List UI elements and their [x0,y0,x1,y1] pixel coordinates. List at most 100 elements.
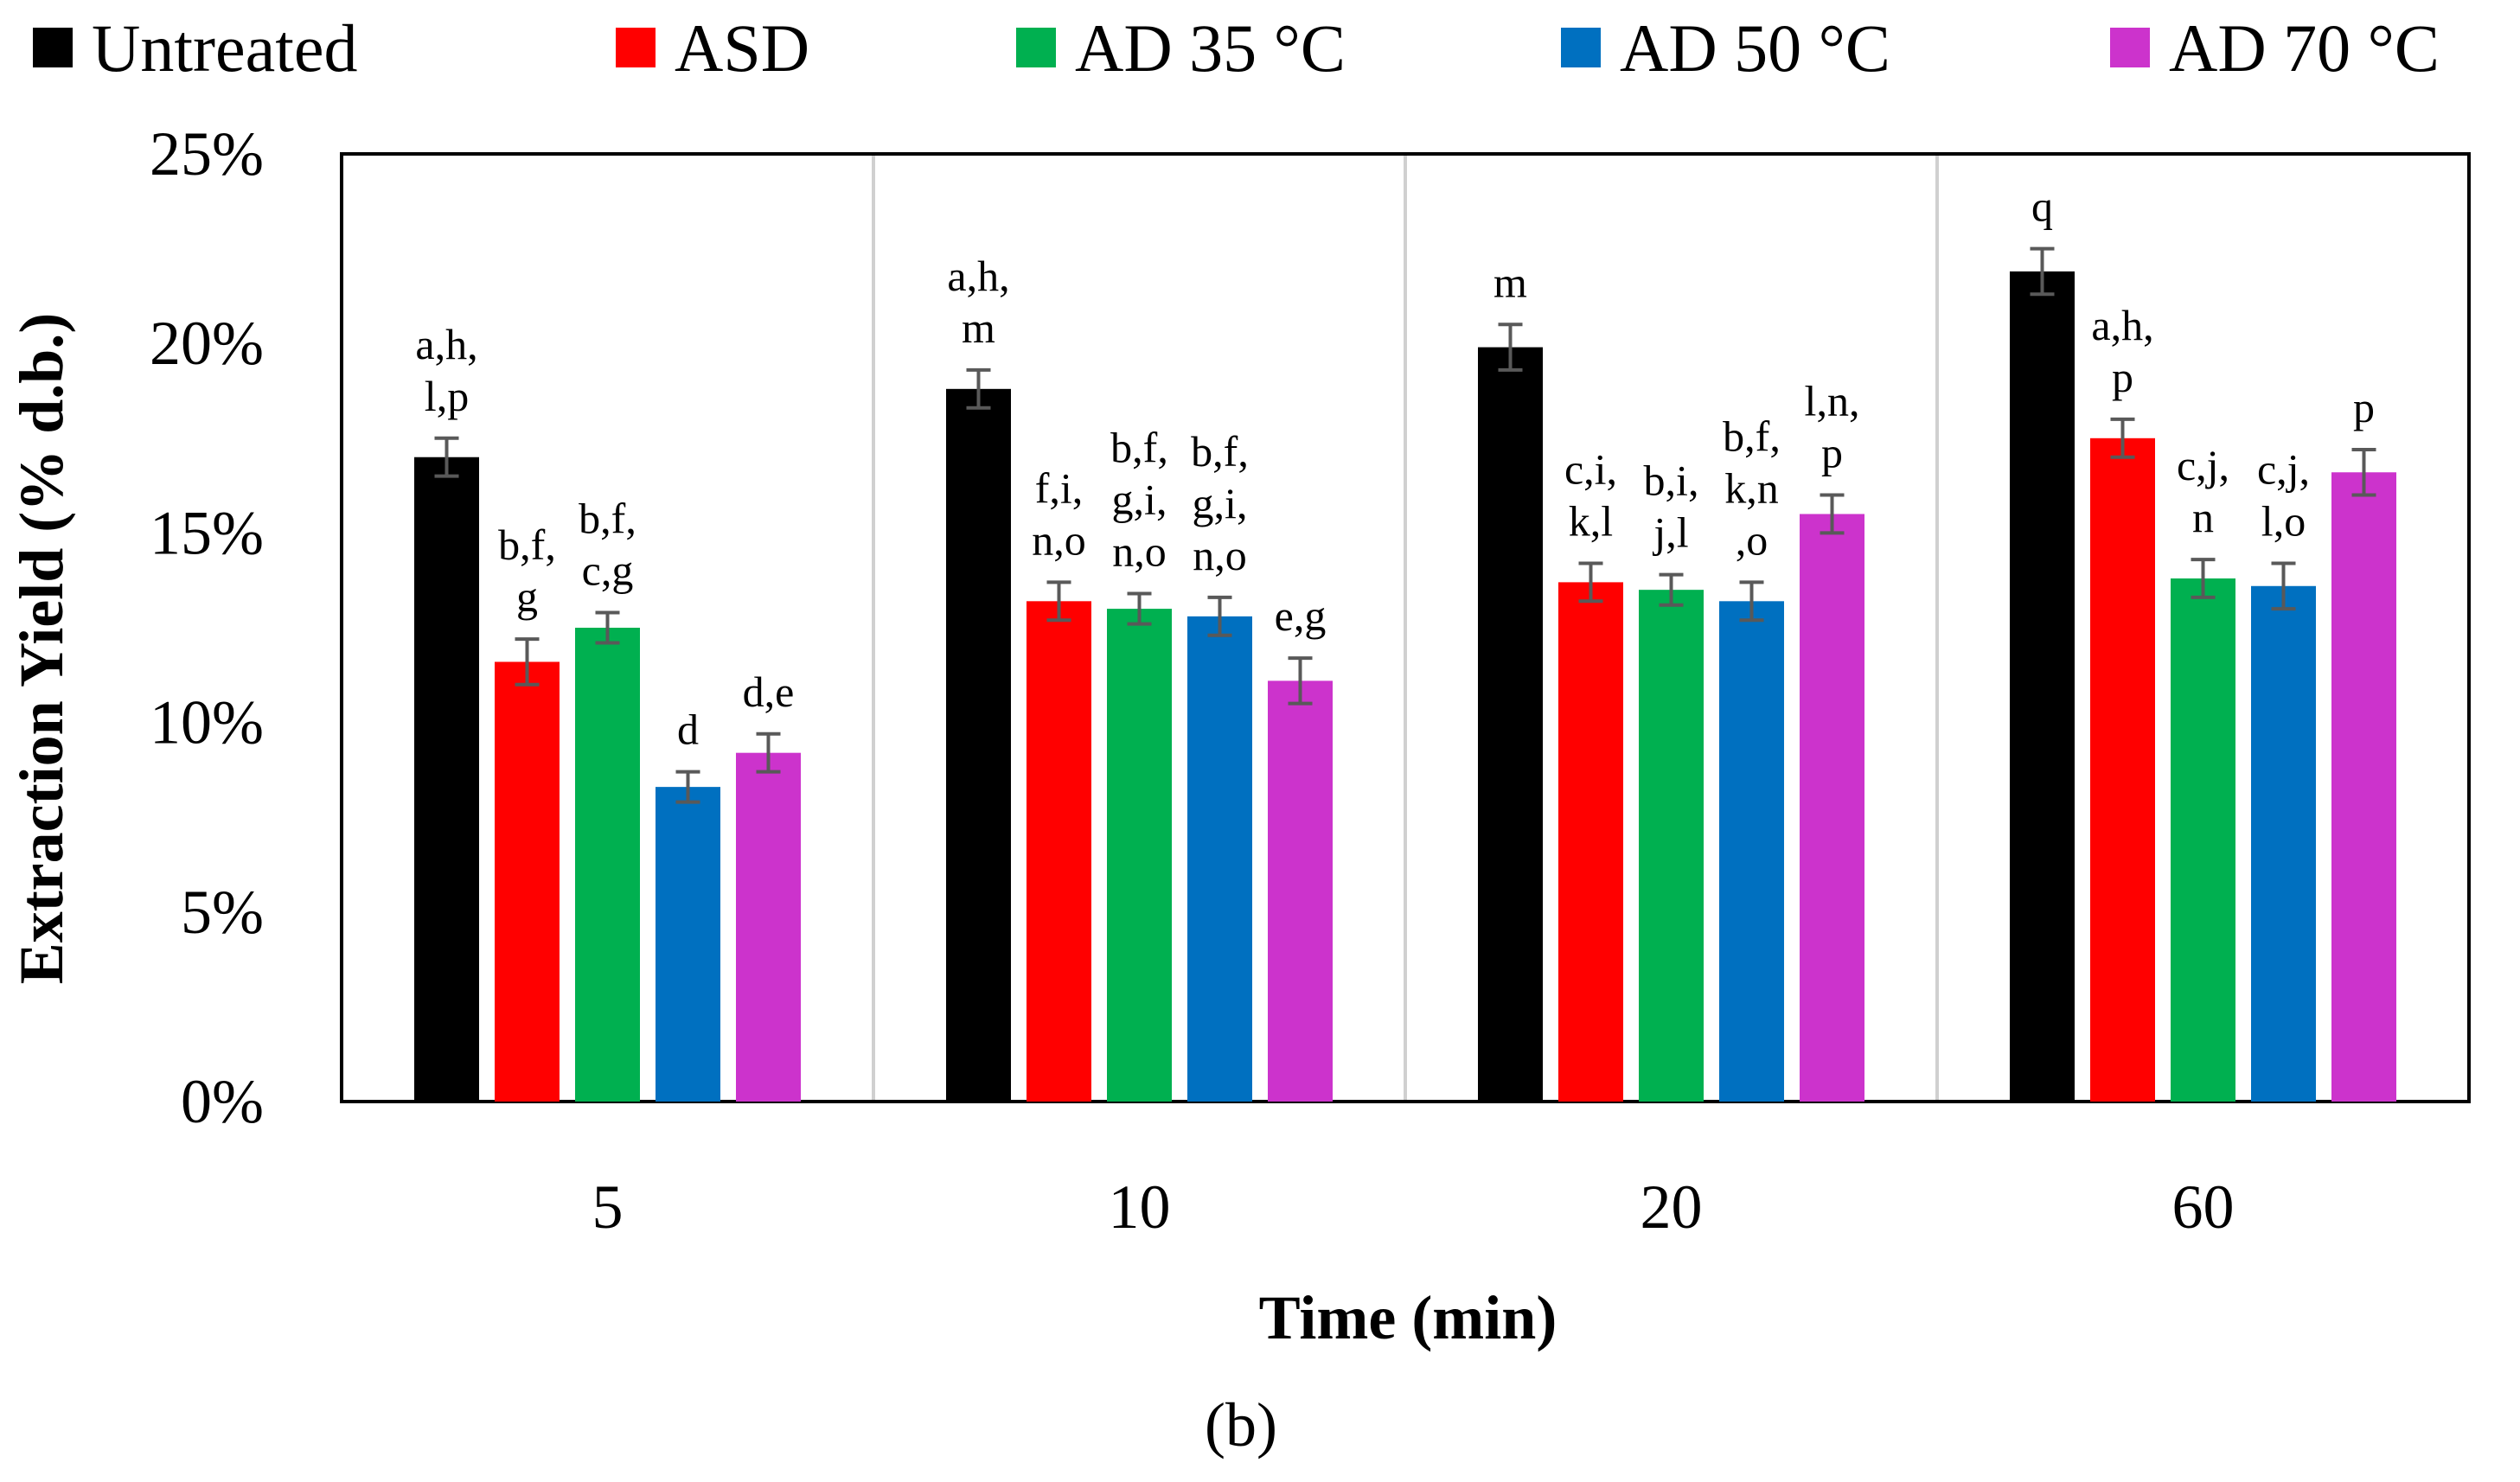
significance-label: p [1821,429,1843,477]
bar [736,752,801,1102]
significance-label: g [516,572,538,621]
error-bar [966,367,991,410]
error-bar [1739,580,1764,623]
significance-label: f,i, [1035,463,1084,512]
significance-label: e,g [1275,591,1327,640]
y-tick-label: 10% [150,688,264,757]
bar [1187,616,1252,1102]
error-bar [515,637,540,687]
significance-label: p [2353,383,2375,431]
x-tick-label: 20 [1641,1172,1703,1242]
bar [575,628,640,1102]
significance-label: a,h, [947,252,1009,300]
significance-label: j,l [1652,508,1688,557]
legend-item: ASD [616,10,809,86]
y-tick-label: 15% [150,498,264,567]
y-axis: 0% 5% 10% 15% 20% 25% [150,119,264,1136]
significance-label: n [2192,493,2214,541]
error-bar [1820,493,1845,535]
error-bar [2191,558,2216,599]
x-tick-label: 60 [2172,1172,2235,1242]
significance-label: l,n, [1805,377,1860,425]
bar [1558,582,1623,1102]
significance-label: b,f, [1191,427,1249,476]
legend-item: Untreated [33,10,358,86]
significance-label: d [677,706,699,754]
error-bar [1659,572,1684,607]
error-bar [1578,561,1603,604]
error-bar [1046,580,1071,623]
error-bar [595,610,620,645]
significance-label: a,h, [415,320,477,368]
significance-label: c,j, [2177,441,2229,489]
significance-label: m [962,303,995,352]
bar [1107,609,1172,1102]
significance-label: n,o [1112,527,1167,576]
y-tick-label: 25% [150,119,264,188]
significance-label: c,i, [1564,444,1617,493]
significance-label: k,n [1724,463,1779,512]
legend-swatch [2110,28,2150,67]
panel-label: (b) [1205,1390,1277,1460]
y-tick-label: 20% [150,309,264,378]
y-tick-label: 0% [181,1067,264,1136]
legend-label: AD 50 °C [1620,10,1890,86]
significance-label: c,j, [2257,444,2310,493]
bar [1800,514,1864,1102]
legend: Untreated ASD AD 35 °C AD 50 °C AD 70 °C [33,10,2440,86]
bar [2090,438,2155,1102]
error-bar [1498,323,1523,372]
error-bar [1127,591,1152,626]
significance-label: q [2031,182,2053,231]
significance-label: l,p [425,372,469,420]
bar [1027,601,1091,1102]
bar [2010,271,2075,1102]
significance-label: b,f, [1723,412,1781,460]
legend-label: AD 35 °C [1075,10,1346,86]
x-axis: 5 10 20 60 [592,1172,2235,1242]
significance-label: l,o [2261,496,2306,545]
x-tick-label: 10 [1109,1172,1171,1242]
legend-label: ASD [675,10,809,86]
error-bar [1288,656,1313,706]
legend-item: AD 50 °C [1561,10,1890,86]
bar [2251,585,2316,1102]
significance-label: g,i, [1112,476,1167,524]
legend-swatch [1561,28,1601,67]
legend-item: AD 70 °C [2110,10,2440,86]
legend-swatch [616,28,656,67]
bar [1639,590,1704,1102]
legend-label: AD 70 °C [2169,10,2440,86]
bar [1478,347,1543,1102]
bar [2331,472,2396,1102]
error-bar [2271,561,2296,611]
bar [414,457,479,1102]
significance-label: d,e [743,668,795,716]
y-tick-label: 5% [181,878,264,947]
error-bar [675,770,700,804]
significance-label: a,h, [2091,301,2153,349]
x-axis-title: Time (min) [1259,1283,1557,1352]
significance-label: b,f, [1110,424,1168,472]
significance-label: m [1493,258,1527,306]
significance-label: n,o [1032,515,1086,564]
bar [1268,680,1333,1102]
legend-swatch [1016,28,1056,67]
significance-label: ,o [1736,515,1768,564]
significance-label: n,o [1193,531,1247,579]
significance-label: b,f, [579,494,636,542]
significance-label: k,l [1569,496,1613,545]
error-bar [434,436,459,478]
bars: a,h,l,pa,h,mmqb,f,gf,i,n,oc,i,k,la,h,pb,… [414,182,2396,1102]
bar [656,787,720,1102]
error-bar [2110,417,2135,459]
bar [946,388,1011,1102]
significance-label: c,g [582,546,634,594]
significance-label: b,i, [1644,457,1699,505]
legend-item: AD 35 °C [1016,10,1346,86]
error-bar [756,731,781,774]
bar [495,661,560,1102]
significance-label: p [2112,353,2133,401]
significance-label: b,f, [498,521,556,569]
